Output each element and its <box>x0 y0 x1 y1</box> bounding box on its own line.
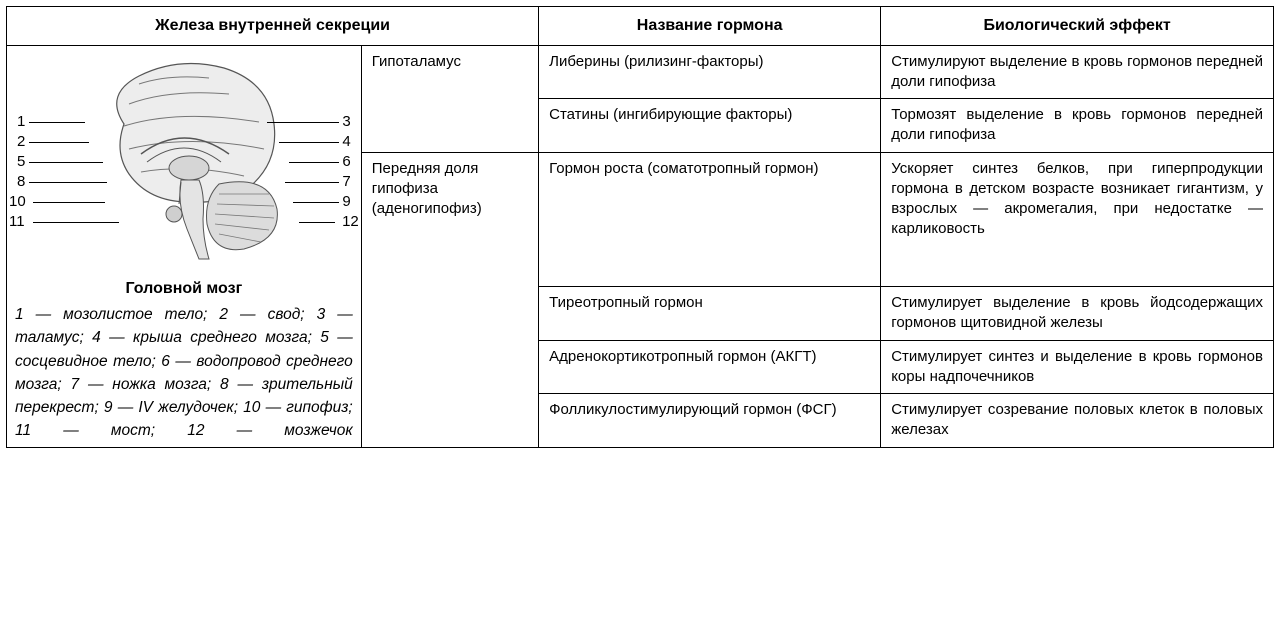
effect-cell: Стимулирует созревание половых клеток в … <box>881 394 1274 448</box>
hormone-cell: Статины (ингибирующие факторы) <box>539 99 881 153</box>
effect-cell: Стимулирует выделение в кровь йодсодержа… <box>881 287 1274 341</box>
brain-label-2: 2 <box>17 134 25 149</box>
effect-cell: Стимулируют выделение в кровь гормонов п… <box>881 45 1274 99</box>
hormone-cell: Адренокортикотропный гормон (АКГТ) <box>539 340 881 394</box>
brain-caption-title: Головной мозг <box>15 278 353 300</box>
brain-figure: 1 2 5 8 10 11 3 4 6 <box>15 54 353 274</box>
header-effect: Биологический эффект <box>881 7 1274 46</box>
hormone-cell: Фолликулостимулирующий гормон (ФСГ) <box>539 394 881 448</box>
hormone-cell: Тиреотропный гормон <box>539 287 881 341</box>
brain-label-6: 6 <box>342 154 350 169</box>
hormone-cell: Либерины (рилизинг-факторы) <box>539 45 881 99</box>
brain-label-7: 7 <box>342 174 350 189</box>
effect-cell: Стимулирует синтез и выделение в кровь г… <box>881 340 1274 394</box>
gland-hypothalamus: Гипоталамус <box>361 45 538 152</box>
brain-label-5: 5 <box>17 154 25 169</box>
gland-anterior-pituitary: Передняя доля гипофиза (аденогипофиз) <box>361 152 538 447</box>
brain-icon <box>69 54 299 264</box>
brain-label-3: 3 <box>342 114 350 129</box>
brain-label-8: 8 <box>17 174 25 189</box>
brain-label-11: 11 <box>9 214 25 229</box>
brain-label-12: 12 <box>342 214 359 229</box>
header-gland: Железа внутренней секреции <box>7 7 539 46</box>
effect-cell: Ускоряет синтез белков, при гиперпродукц… <box>881 152 1274 287</box>
effect-cell: Тормозят выделение в кровь гормонов пере… <box>881 99 1274 153</box>
brain-label-10: 10 <box>9 194 26 209</box>
header-hormone: Название гормона <box>539 7 881 46</box>
hormone-cell: Гормон роста (соматотропный гормон) <box>539 152 881 287</box>
brain-diagram-cell: 1 2 5 8 10 11 3 4 6 <box>7 45 362 447</box>
brain-label-1: 1 <box>17 114 25 129</box>
brain-label-4: 4 <box>342 134 350 149</box>
brain-label-9: 9 <box>342 194 350 209</box>
brain-caption-body: 1 — мозолистое тело; 2 — свод; 3 — талам… <box>15 303 353 443</box>
endocrine-table: Железа внутренней секреции Название горм… <box>6 6 1274 448</box>
